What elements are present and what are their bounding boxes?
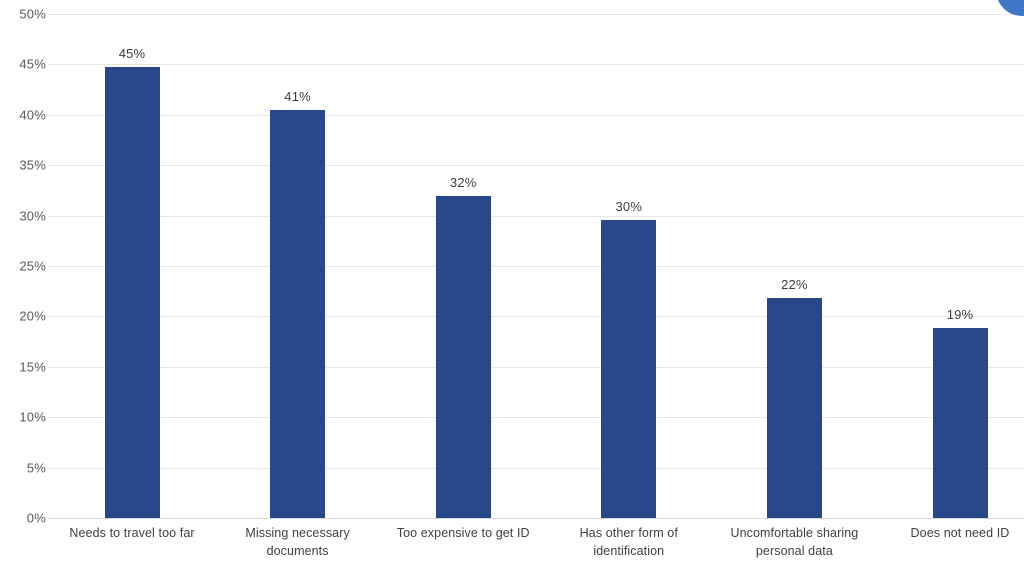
gridline-20 bbox=[48, 316, 1024, 318]
gridline-5 bbox=[48, 467, 1024, 469]
category-label-1: Needs to travel too far bbox=[69, 526, 195, 540]
category-label-6: Does not need ID bbox=[910, 526, 1010, 540]
bar-6[interactable] bbox=[932, 328, 988, 518]
gridline-30 bbox=[48, 215, 1024, 217]
category-label-2: Missing necessary documents bbox=[245, 526, 350, 559]
y-tick-label-40: 40% bbox=[19, 107, 46, 123]
y-tick-label-15: 15% bbox=[19, 359, 46, 375]
y-tick-label-0: 0% bbox=[26, 510, 46, 526]
y-tick-label-5: 5% bbox=[26, 460, 46, 476]
y-tick-label-45: 45% bbox=[19, 56, 46, 72]
y-tick-label-10: 10% bbox=[19, 409, 46, 425]
gridline-15 bbox=[48, 366, 1024, 368]
y-tick-label-20: 20% bbox=[19, 308, 46, 324]
gridline-35 bbox=[48, 165, 1024, 167]
bar-5[interactable] bbox=[766, 298, 822, 518]
category-label-4: Has other form of identification bbox=[579, 526, 678, 559]
bar-value-label-5: 22% bbox=[781, 277, 808, 293]
bar-value-label-2: 41% bbox=[284, 88, 311, 104]
category-label-3: Too expensive to get ID bbox=[396, 526, 530, 540]
gridline-45 bbox=[48, 64, 1024, 66]
y-tick-label-30: 30% bbox=[19, 208, 46, 224]
bar-value-label-1: 45% bbox=[118, 46, 146, 62]
x-axis-line bbox=[48, 518, 1024, 519]
bar-2[interactable] bbox=[270, 109, 326, 518]
y-tick-label-50: 50% bbox=[19, 6, 46, 22]
gridline-25 bbox=[48, 266, 1024, 267]
bar-value-label-6: 19% bbox=[946, 307, 974, 323]
bar-value-label-3: 32% bbox=[449, 175, 477, 191]
y-tick-label-25: 25% bbox=[19, 258, 46, 274]
bar-3[interactable] bbox=[435, 196, 491, 518]
bar-1[interactable] bbox=[104, 67, 160, 518]
gridline-50 bbox=[48, 14, 1024, 15]
y-tick-label-35: 35% bbox=[19, 157, 46, 173]
bar-4[interactable] bbox=[601, 219, 657, 518]
category-label-5: Uncomfortable sharing personal data bbox=[730, 526, 859, 559]
bar-value-label-4: 30% bbox=[615, 198, 643, 214]
gridline-40 bbox=[48, 114, 1024, 116]
gridline-10 bbox=[48, 417, 1024, 419]
